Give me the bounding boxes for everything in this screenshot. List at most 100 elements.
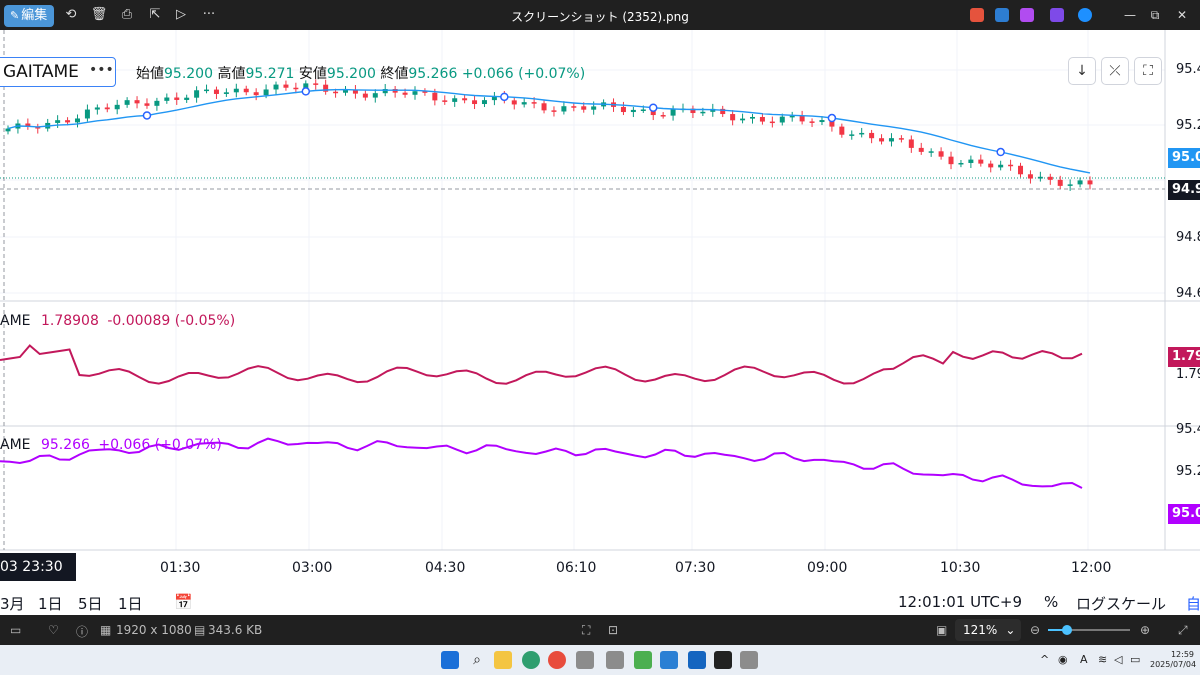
high-label: 高値 [217,66,246,82]
slideshow-icon[interactable]: ▷ [176,7,186,22]
signal-marker [827,113,837,123]
filmstrip-icon[interactable]: ▭ [10,623,22,637]
candle-body [94,107,100,110]
viewer-title-bar: ✎ 編集 ⟲ 🗑 ⎙ ⇱ ▷ ··· スクリーンショット (2352).png —… [0,0,1200,30]
delete-icon[interactable]: 🗑 [90,7,108,22]
onedrive-icon[interactable] [1078,8,1092,22]
candle-body [730,114,736,121]
app-icon[interactable] [714,651,732,669]
pane2-legend: AME 1.78908 -0.00089 (-0.05%) [0,313,235,329]
candle-body [521,102,527,105]
symbol-name: GAITAME [3,62,79,82]
close-icon[interactable]: ✕ [1176,8,1188,22]
collapse-button[interactable]: ⤫ [1101,57,1129,85]
symbol-more-icon[interactable]: ••• [89,62,114,78]
range-button[interactable]: 1日 [38,595,63,613]
change-value: +0.066 (+0.07%) [461,66,586,82]
zoom-out-icon[interactable]: ⊖ [1030,623,1041,637]
info-icon[interactable]: ⓘ [76,625,89,639]
file-size-icon: ▤ [194,623,206,637]
candle-body [263,89,269,96]
close-label: 終値 [380,66,409,82]
pane2-change: -0.00089 (-0.05%) [107,313,236,329]
maximize-icon[interactable]: ⧉ [1150,8,1160,22]
favorite-icon[interactable]: ♡ [48,623,59,637]
file-size: 343.6 KB [208,623,263,637]
candle-body [1037,176,1043,179]
symbol-selector[interactable]: GAITAME ••• [0,57,116,87]
chevron-up-icon[interactable]: ^ [1040,653,1050,666]
app-icon[interactable] [660,651,678,669]
range-button[interactable]: 3月 [0,595,25,613]
chrome-icon[interactable] [548,651,566,669]
edge-icon[interactable] [522,651,540,669]
auto-scale-toggle[interactable]: 自 [1186,595,1200,613]
pane2-symbol: AME [0,313,31,329]
more-options-icon[interactable]: ··· [202,7,216,22]
zoom-slider-thumb[interactable] [1062,625,1072,635]
start-icon[interactable] [441,651,459,669]
fit-icon[interactable]: ⛶ [582,623,591,637]
candle-body [491,96,497,101]
app-icon[interactable] [606,651,624,669]
zoom-slider[interactable] [1048,625,1130,635]
candle-body [194,90,200,98]
candle-body [511,100,517,105]
candle-body [749,116,755,119]
candle-body [462,98,468,101]
candle-body [869,132,875,139]
percent-toggle[interactable]: % [1044,593,1059,611]
actual-size-icon[interactable]: ⊡ [608,623,619,637]
zoom-in-icon[interactable]: ⊕ [1140,623,1151,637]
wifi-icon[interactable]: ≋ [1098,653,1108,666]
candle-body [898,138,904,140]
candle-body [720,108,726,115]
clock-readout[interactable]: 12:01:01 UTC+9 [898,593,1022,611]
candle-body [918,147,924,152]
scroll-down-button[interactable]: ↓ [1068,57,1096,85]
calendar-icon[interactable]: 📅 [174,593,193,611]
app-tray-icon[interactable]: ◉ [1058,653,1068,666]
print-icon[interactable]: ⎙ [121,7,133,22]
ime-icon[interactable]: A [1080,653,1088,666]
clipchamp-icon[interactable] [1020,8,1034,22]
expand-icon[interactable]: ⤢ [1178,623,1188,637]
photos-icon[interactable] [688,651,706,669]
price-tag-ma: 95.0 [1168,148,1200,168]
candle-body [452,98,458,102]
taskbar-clock[interactable]: 12:59 2025/07/04 [1150,650,1197,670]
file-explorer-icon[interactable] [494,651,512,669]
app-icon[interactable] [576,651,594,669]
fit-window-icon[interactable]: ▣ [936,623,948,637]
search-icon[interactable]: ⌕ [473,652,481,668]
candle-body [35,126,41,129]
battery-icon[interactable]: ▭ [1130,653,1141,666]
candle-body [472,100,478,105]
minimize-icon[interactable]: — [1124,8,1136,22]
volume-icon[interactable]: ◁ [1114,653,1123,666]
candle-body [759,116,765,122]
candle-body [333,91,339,94]
share-icon[interactable]: ⇱ [149,7,161,22]
rotate-icon[interactable]: ⟲ [65,7,77,22]
pane3-legend: AME 95.266 +0.066 (+0.07%) [0,437,222,453]
pane3-symbol: AME [0,437,31,453]
chart-area[interactable]: GAITAME ••• 始値95.200 高値95.271 安値95.200 終… [0,30,1200,615]
edit-button[interactable]: ✎ 編集 [4,5,54,27]
range-button[interactable]: 5日 [78,595,103,613]
candle-body [581,106,587,110]
log-scale-toggle[interactable]: ログスケール [1076,595,1167,613]
zoom-dropdown[interactable]: 121% ⌄ [955,619,1021,641]
candle-body [84,109,90,119]
copilot-icon[interactable] [970,8,984,22]
app-icon[interactable] [634,651,652,669]
app-icon[interactable] [740,651,758,669]
candle-body [283,84,289,88]
candle-body [660,115,666,117]
designer-icon[interactable] [995,8,1009,22]
candle-body [233,88,239,93]
range-button[interactable]: 1日 [118,595,143,613]
taskbar-date: 2025/07/04 [1150,660,1197,669]
app-icon[interactable] [1050,8,1064,22]
fullscreen-button[interactable]: ⛶ [1134,57,1162,85]
